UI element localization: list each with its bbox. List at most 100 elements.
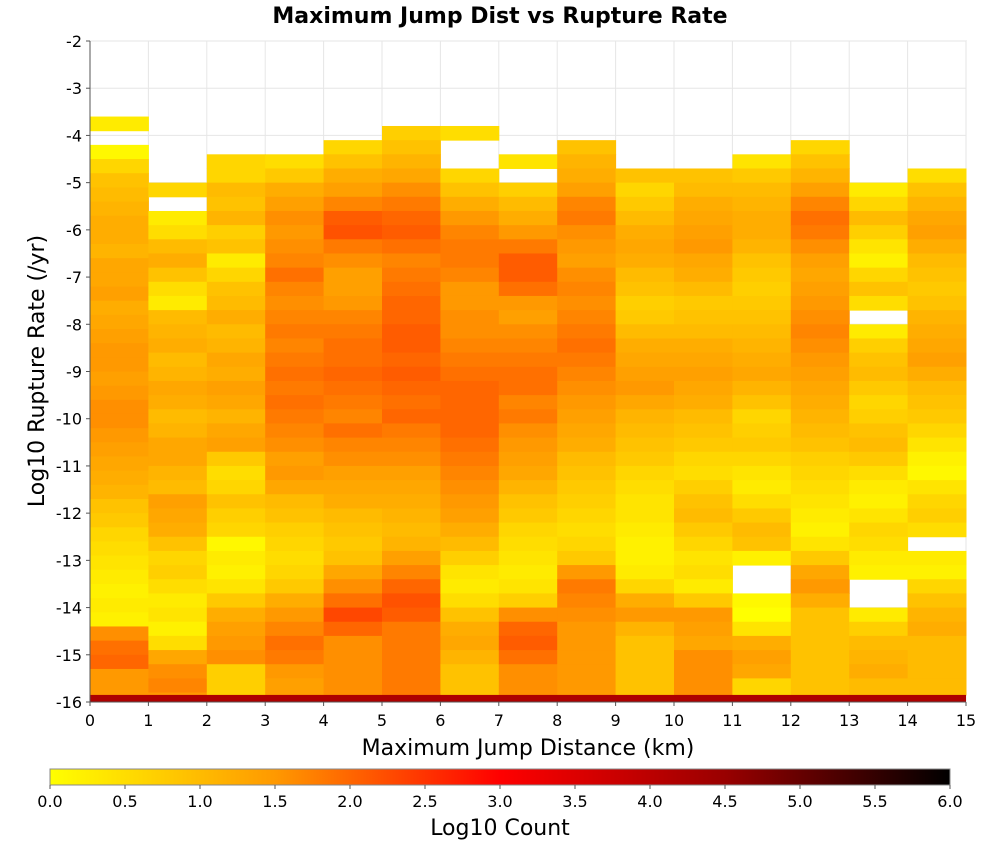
heatmap-cell	[498, 409, 558, 424]
heatmap-cell	[90, 442, 149, 457]
heatmap-cell	[615, 593, 675, 609]
heatmap-cell	[206, 380, 266, 396]
heatmap-cell	[674, 352, 733, 368]
heatmap-cell	[849, 650, 909, 665]
heatmap-cell	[790, 565, 850, 580]
heatmap-cell	[90, 513, 149, 528]
heatmap-cell	[615, 395, 675, 410]
heatmap-cell	[557, 678, 617, 694]
heatmap-cell	[849, 635, 909, 651]
heatmap-cell	[265, 324, 325, 339]
heatmap-cell	[90, 527, 149, 542]
heatmap-cell	[206, 650, 266, 665]
heatmap-cell	[790, 380, 850, 396]
heatmap-cell	[790, 338, 850, 354]
heatmap-cell	[557, 225, 617, 240]
colorbar-tick-label: 6.0	[937, 792, 962, 811]
heatmap-cell	[265, 210, 325, 226]
heatmap-cell	[323, 253, 383, 269]
y-tick-label: -11	[56, 457, 82, 476]
heatmap-cell	[498, 210, 558, 226]
heatmap-cell	[732, 451, 792, 467]
heatmap-cell	[615, 607, 675, 623]
heatmap-cell	[148, 494, 208, 509]
heatmap-cell	[382, 281, 441, 297]
y-tick-label: -5	[66, 174, 82, 193]
heatmap-cell	[440, 650, 500, 665]
heatmap-cell	[674, 508, 733, 524]
heatmap-cell	[849, 607, 909, 623]
heatmap-cell	[440, 451, 500, 467]
x-axis-ticks: 0 1 2 3 4 5 6 7 8 9 10 11 12 13 14 15	[85, 702, 976, 730]
heatmap-cell	[148, 593, 208, 609]
heatmap-cell	[732, 225, 792, 240]
heatmap-cell	[148, 338, 208, 354]
heatmap-cell	[498, 522, 558, 538]
heatmap-cell	[90, 470, 149, 486]
heatmap-cell	[148, 480, 208, 495]
heatmap-cell	[674, 692, 733, 696]
y-tick-label: -9	[66, 363, 82, 382]
heatmap-cell	[440, 635, 500, 651]
heatmap-cell	[265, 239, 325, 254]
heatmap-cell	[674, 550, 733, 566]
heatmap-cell	[732, 550, 792, 566]
heatmap-cell	[557, 295, 617, 311]
heatmap-cell	[90, 598, 149, 613]
heatmap-bottom-row	[90, 694, 966, 702]
heatmap-cell	[323, 451, 383, 467]
heatmap-cell	[90, 215, 149, 231]
heatmap-cell	[206, 225, 266, 240]
heatmap-cell	[849, 494, 909, 509]
heatmap-cell	[557, 366, 617, 382]
heatmap-cell	[265, 508, 325, 524]
heatmap-cell	[907, 664, 967, 679]
heatmap-cell	[206, 635, 266, 651]
colorbar-tick-label: 1.0	[187, 792, 212, 811]
heatmap-cell	[440, 494, 500, 509]
colorbar-tick-label: 5.0	[787, 792, 812, 811]
colorbar-ticks: 0.0 0.5 1.0 1.5 2.0 2.5 3.0 3.5 4.0 4.5 5.0 5.5 6.0	[37, 785, 963, 811]
x-tick-label: 9	[611, 711, 621, 730]
heatmap-cell	[498, 607, 558, 623]
heatmap-cell	[790, 550, 850, 566]
heatmap-cell	[790, 593, 850, 609]
heatmap-cell	[732, 607, 792, 623]
heatmap-cell	[323, 196, 383, 212]
heatmap-cell	[498, 635, 558, 651]
heatmap-cell	[323, 565, 383, 580]
heatmap-cell	[498, 239, 558, 254]
heatmap-cell	[323, 494, 383, 509]
heatmap-cell	[674, 338, 733, 354]
heatmap-cell	[674, 522, 733, 538]
heatmap-cell	[382, 225, 441, 240]
heatmap-cell	[557, 182, 617, 198]
heatmap-cell	[323, 168, 383, 184]
heatmap-cell	[382, 579, 441, 594]
heatmap-cell	[849, 225, 909, 240]
heatmap-cell	[90, 229, 149, 245]
heatmap-cell	[732, 678, 792, 694]
chart-title: Maximum Jump Dist vs Rupture Rate	[272, 4, 727, 29]
heatmap-cell	[323, 210, 383, 226]
heatmap-cell	[90, 626, 149, 642]
heatmap-cell	[732, 423, 792, 439]
heatmap-cell	[907, 295, 967, 311]
heatmap-cell	[90, 668, 149, 684]
heatmap-cell	[790, 324, 850, 339]
heatmap-cell	[557, 692, 617, 696]
heatmap-cell	[265, 380, 325, 396]
heatmap-cell	[849, 409, 909, 424]
heatmap-cell	[615, 267, 675, 283]
x-tick-label: 14	[897, 711, 917, 730]
heatmap-cell	[615, 465, 675, 481]
colorbar-tick-label: 0.0	[37, 792, 62, 811]
heatmap-cell	[90, 428, 149, 443]
y-tick-label: -14	[56, 599, 82, 618]
x-axis-label: Maximum Jump Distance (km)	[362, 736, 695, 761]
heatmap-cell	[148, 692, 208, 696]
x-tick-label: 8	[552, 711, 562, 730]
heatmap-cell	[148, 621, 208, 637]
heatmap-cell	[148, 366, 208, 382]
